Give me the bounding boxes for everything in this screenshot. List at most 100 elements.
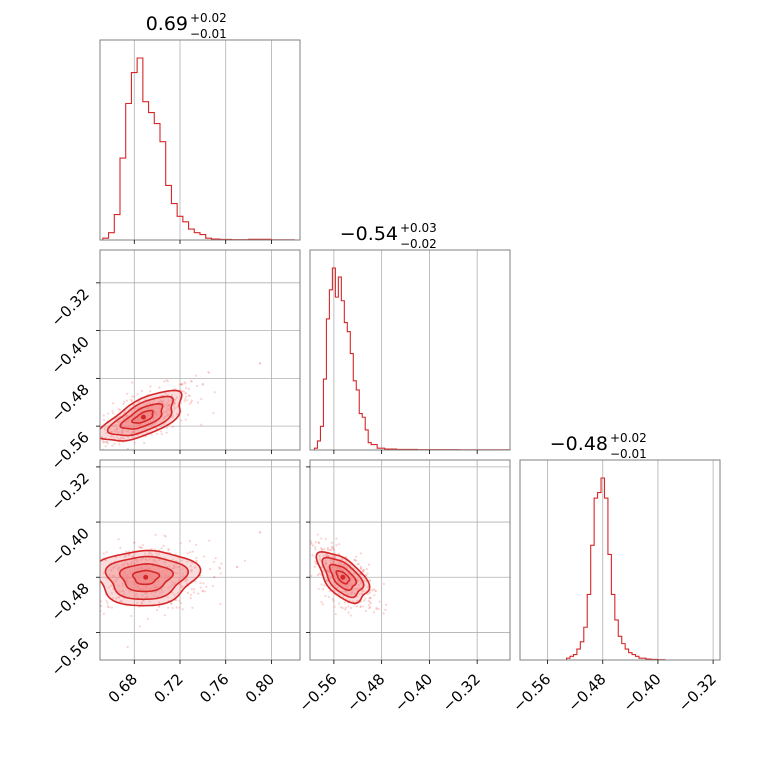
sample-point	[113, 565, 116, 568]
sample-point	[320, 601, 323, 604]
sample-point	[327, 595, 330, 599]
y-tick-label: −0.48	[48, 579, 93, 624]
sample-point	[194, 374, 198, 377]
sample-point	[147, 553, 150, 556]
grid-lines	[333, 250, 478, 450]
sample-point	[122, 592, 126, 595]
sample-point	[359, 552, 362, 555]
sample-point	[218, 567, 222, 570]
sample-point	[184, 397, 187, 400]
sample-point	[123, 417, 126, 420]
sample-point	[328, 548, 331, 551]
sample-point	[155, 552, 158, 555]
y-tick-label: −0.32	[48, 469, 93, 514]
axis-ticks: −0.56−0.48−0.40−0.32	[295, 466, 484, 715]
sample-point	[194, 543, 198, 547]
sample-point	[118, 596, 121, 599]
sample-point	[337, 562, 340, 565]
sample-point	[124, 555, 127, 558]
sample-point	[84, 579, 86, 581]
density-panel-2	[307, 533, 388, 617]
sample-point	[163, 405, 166, 408]
sample-point	[97, 559, 99, 561]
sample-point	[342, 564, 346, 567]
sample-point	[130, 410, 134, 414]
contour-line	[118, 563, 174, 593]
sample-point	[349, 614, 352, 617]
sample-point	[117, 538, 120, 541]
sample-point	[122, 411, 126, 414]
sample-point	[307, 555, 309, 557]
sample-point	[190, 569, 193, 572]
sample-point	[365, 574, 368, 578]
sample-point	[173, 593, 176, 596]
sample-point	[125, 399, 128, 402]
sample-point	[333, 605, 336, 608]
sample-point	[53, 575, 55, 577]
sample-point	[106, 602, 109, 605]
sample-point	[310, 574, 313, 578]
sample-point	[362, 590, 365, 593]
sample-point	[195, 557, 198, 560]
sample-point	[139, 558, 143, 562]
sample-point	[339, 562, 343, 565]
sample-point	[202, 582, 205, 585]
sample-point	[172, 567, 176, 570]
sample-point	[132, 555, 135, 558]
sample-point	[181, 574, 185, 578]
sample-point	[368, 579, 371, 582]
sample-point	[316, 533, 319, 536]
x-tick-label: −0.40	[391, 670, 436, 715]
sample-point	[112, 574, 116, 578]
param-title-1: −0.54 +0.03 −0.02	[340, 221, 437, 251]
sample-point	[157, 401, 160, 404]
sample-point	[84, 571, 86, 573]
sample-point	[110, 592, 113, 595]
sample-point	[337, 602, 341, 605]
sample-point	[314, 548, 317, 551]
panel-frame	[99, 249, 301, 451]
sample-point	[117, 430, 120, 434]
sample-point	[133, 562, 136, 565]
sample-point	[112, 566, 115, 570]
sample-point	[184, 418, 187, 421]
sample-point	[165, 409, 168, 412]
sample-point	[199, 586, 202, 589]
sample-point	[176, 591, 180, 595]
sample-point	[149, 385, 152, 388]
sample-point	[196, 401, 200, 404]
y-tick-label: −0.56	[48, 635, 93, 680]
sample-point	[317, 541, 321, 544]
sample-point	[130, 395, 134, 398]
sample-point	[106, 440, 109, 444]
sample-point	[368, 591, 372, 594]
sample-point	[136, 428, 140, 432]
sample-point	[119, 599, 123, 602]
sample-point	[177, 578, 180, 582]
sample-point	[186, 578, 189, 581]
sample-point	[341, 606, 344, 610]
sample-point	[335, 544, 338, 547]
sample-point	[186, 560, 189, 563]
sample-point	[119, 436, 122, 439]
sample-point	[161, 590, 164, 593]
sample-point	[149, 552, 152, 555]
sample-point	[324, 562, 328, 565]
sample-point	[158, 559, 161, 562]
sample-point	[157, 552, 161, 555]
sample-point	[126, 392, 129, 395]
sample-point	[200, 397, 203, 401]
sample-point	[131, 381, 134, 384]
sample-point	[317, 587, 320, 590]
sample-point	[164, 535, 167, 538]
sample-point	[162, 544, 165, 547]
sample-point	[170, 580, 174, 583]
sample-point	[142, 427, 146, 430]
sample-point	[213, 391, 216, 394]
sample-point	[314, 541, 318, 544]
sample-point	[96, 420, 98, 422]
sample-point	[126, 447, 129, 450]
param-title-minus: −0.01	[190, 27, 227, 41]
sample-point	[118, 590, 121, 593]
sample-point	[359, 605, 362, 608]
